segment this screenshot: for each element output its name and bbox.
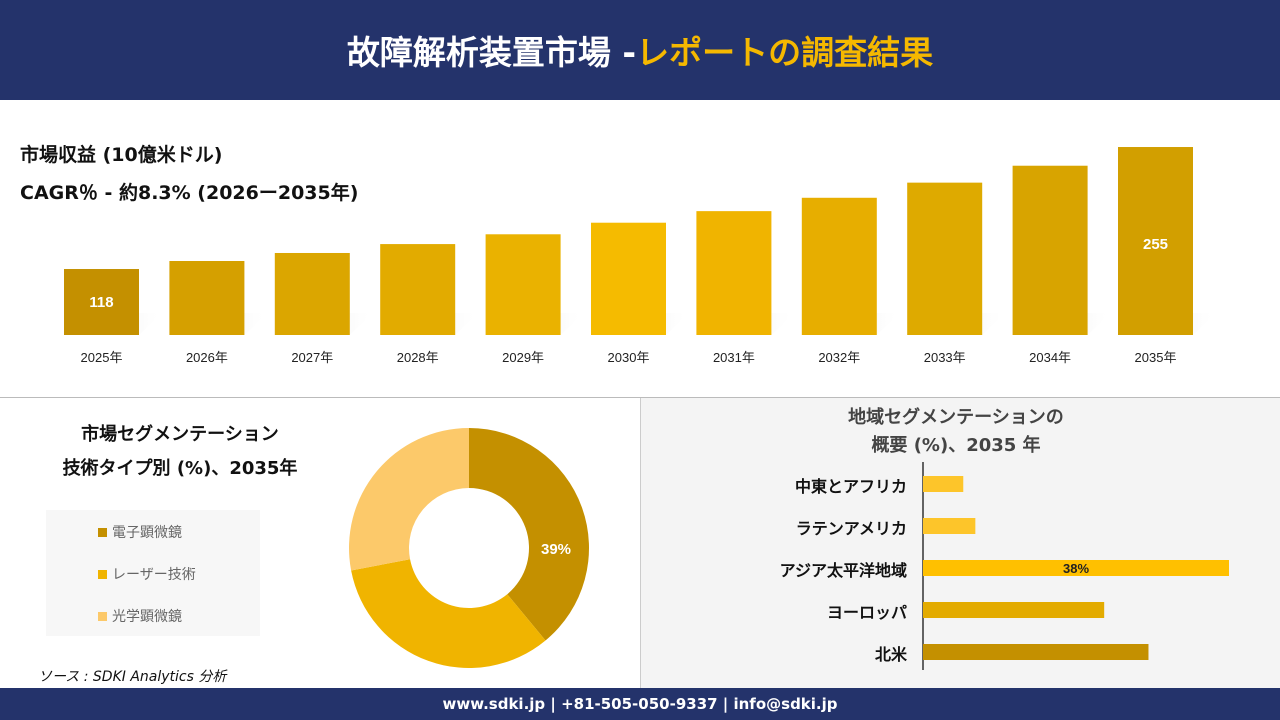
donut-slice <box>349 428 469 571</box>
tech-segment-title: 市場セグメンテーション 技術タイプ別 (%)、2035年 <box>20 418 340 486</box>
section-divider <box>0 397 1280 398</box>
x-tick-label: 2033年 <box>924 350 966 365</box>
region-label: 中東とアフリカ <box>795 477 907 496</box>
regional-segment-section: 地域セグメンテーションの 概要 (%)、2035 年 中東とアフリカ ラテンアメリ… <box>640 398 1280 688</box>
donut-slice <box>351 559 546 668</box>
region-title-line1: 地域セグメンテーションの <box>848 407 1064 428</box>
legend-item: レーザー技術 <box>98 564 196 584</box>
region-bar <box>923 560 1229 576</box>
region-title-line2: 概要 (%)、2035 年 <box>871 435 1041 456</box>
donut-data-label: 39% <box>541 541 571 558</box>
legend-item: 光学顕微鏡 <box>98 606 182 626</box>
bar <box>696 211 772 335</box>
legend-swatch <box>98 611 107 621</box>
region-label: アジア太平洋地域 <box>780 561 907 580</box>
region-bar <box>923 602 1105 618</box>
x-tick-label: 2034年 <box>1029 350 1071 365</box>
x-tick-label: 2026年 <box>186 350 228 365</box>
legend-label: レーザー技術 <box>112 567 196 583</box>
x-tick-label: 2029年 <box>502 350 544 365</box>
bar <box>1118 147 1193 335</box>
bar <box>801 197 877 335</box>
x-tick-label: 2035年 <box>1135 350 1177 365</box>
title-main: 故障解析装置市場 - <box>346 33 637 72</box>
x-tick-label: 2027年 <box>291 350 333 365</box>
revenue-title: 市場収益 (10億米ドル) <box>20 144 223 166</box>
region-segment-title: 地域セグメンテーションの 概要 (%)、2035 年 <box>641 404 1271 460</box>
donut-legend: 電子顕微鏡 レーザー技術 光学顕微鏡 <box>46 510 260 636</box>
technology-segment-section: 市場セグメンテーション 技術タイプ別 (%)、2035年 電子顕微鏡 レーザー技… <box>0 398 640 688</box>
bar <box>274 252 350 335</box>
donut-slice <box>469 428 589 641</box>
region-bar <box>923 644 1149 660</box>
technology-donut-chart: 39% <box>349 428 589 668</box>
bar <box>169 261 245 335</box>
region-bar <box>923 476 964 492</box>
legend-label: 電子顕微鏡 <box>112 525 182 541</box>
region-label: 北米 <box>875 645 908 664</box>
x-tick-label: 2030年 <box>608 350 650 365</box>
legend-swatch <box>98 527 107 537</box>
tech-title-line2: 技術タイプ別 (%)、2035年 <box>62 458 298 479</box>
x-tick-label: 2028年 <box>397 350 439 365</box>
region-data-label: 38% <box>1063 561 1089 576</box>
bar <box>485 234 561 335</box>
source-note: ソース : SDKI Analytics 分析 <box>38 669 227 685</box>
title-accent: レポートの調査結果 <box>636 33 934 72</box>
bar-data-label: 255 <box>1143 236 1168 253</box>
page-header: 故障解析装置市場 - レポートの調査結果 <box>0 0 1280 100</box>
bar <box>64 269 139 335</box>
legend-item: 電子顕微鏡 <box>98 522 182 542</box>
legend-swatch <box>98 569 107 579</box>
bar <box>380 244 456 335</box>
region-bar <box>923 518 976 534</box>
footer-contact: www.sdki.jp | +81-505-050-9337 | info@sd… <box>0 688 1280 720</box>
region-label: ラテンアメリカ <box>796 520 907 538</box>
region-label: ヨーロッパ <box>827 604 907 622</box>
x-tick-label: 2025年 <box>81 350 123 365</box>
x-tick-label: 2032年 <box>818 350 860 365</box>
cagr-label: CAGR％ - 約8.3% (2026ー2035年) <box>20 182 359 204</box>
bar <box>1012 165 1088 335</box>
x-tick-label: 2031年 <box>713 350 755 365</box>
bar <box>907 182 983 335</box>
bar <box>591 222 666 335</box>
revenue-bar-chart: 2025年 118 2026年 2027年 2028年 2029年 2030年 2031年 20… <box>64 147 1216 365</box>
tech-title-line1: 市場セグメンテーション <box>81 424 279 445</box>
legend-label: 光学顕微鏡 <box>112 609 182 625</box>
bar-data-label: 118 <box>89 294 113 311</box>
